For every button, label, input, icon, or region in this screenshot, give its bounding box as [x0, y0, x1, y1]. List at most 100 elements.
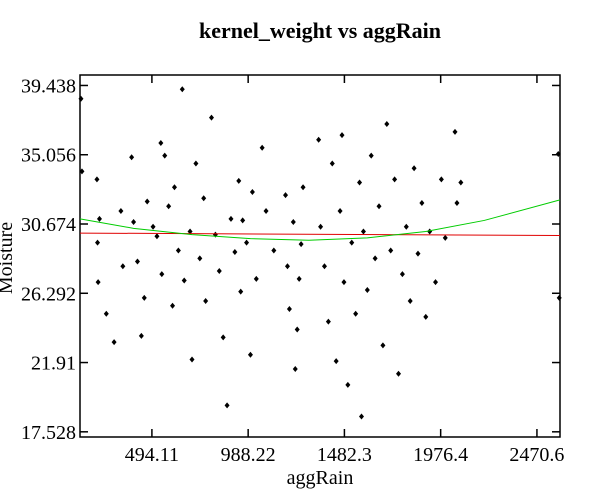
plot-frame — [79, 74, 561, 438]
data-point — [144, 198, 150, 205]
y-tick-label: 21.91 — [31, 353, 76, 375]
data-point — [244, 239, 250, 246]
data-point — [433, 279, 439, 286]
data-point — [329, 160, 335, 167]
data-point — [240, 217, 246, 224]
data-point — [358, 413, 364, 420]
data-point — [357, 179, 363, 186]
chart-title: kernel_weight vs aggRain — [199, 18, 441, 43]
data-point — [238, 288, 244, 295]
x-tick-label: 988.22 — [221, 444, 276, 466]
data-point — [392, 176, 398, 183]
data-point — [337, 207, 343, 214]
data-point — [290, 219, 296, 226]
data-point — [118, 207, 124, 214]
data-point — [189, 356, 195, 363]
x-tick-label: 1976.4 — [413, 444, 468, 466]
y-tick-label: 39.438 — [21, 75, 76, 97]
data-point — [298, 241, 304, 248]
data-point — [318, 223, 324, 230]
data-point — [411, 165, 417, 172]
data-point — [316, 136, 322, 143]
y-tick-label: 26.292 — [21, 283, 76, 305]
data-point — [333, 358, 339, 365]
data-point — [284, 263, 290, 270]
data-point — [292, 366, 298, 373]
data-point — [368, 152, 374, 159]
data-point — [197, 255, 203, 262]
data-point — [294, 326, 300, 333]
data-point — [283, 192, 289, 199]
data-point — [345, 381, 351, 388]
data-point — [158, 139, 164, 146]
data-point — [286, 305, 292, 312]
data-point — [384, 121, 390, 128]
data-point — [96, 215, 102, 222]
data-point — [442, 234, 448, 241]
x-tick-label: 2470.6 — [509, 444, 564, 466]
data-point — [216, 268, 222, 275]
data-point — [259, 144, 265, 151]
data-point — [364, 286, 370, 293]
data-point — [555, 151, 561, 158]
y-tick-label: 17.528 — [21, 422, 76, 444]
data-point — [228, 215, 234, 222]
data-point — [166, 203, 172, 210]
data-point — [263, 207, 269, 214]
data-point — [380, 342, 386, 349]
data-point — [321, 263, 327, 270]
data-point — [220, 334, 226, 341]
data-point — [423, 313, 429, 320]
data-point — [415, 250, 421, 257]
data-point — [407, 298, 413, 305]
data-point — [154, 233, 160, 240]
data-point — [94, 176, 100, 183]
data-point — [150, 223, 156, 230]
x-tick-label: 494.11 — [125, 444, 179, 466]
data-point — [224, 402, 230, 409]
data-point — [193, 160, 199, 167]
y-tick-label: 30.674 — [21, 214, 76, 236]
data-point — [427, 228, 433, 235]
x-tick-label: 1482.3 — [317, 444, 372, 466]
data-point — [339, 132, 345, 139]
data-point — [388, 247, 394, 254]
data-point — [396, 370, 402, 377]
data-point — [376, 203, 382, 210]
data-point — [103, 310, 109, 317]
data-point — [159, 271, 165, 278]
data-point — [201, 195, 207, 202]
data-point — [131, 219, 137, 226]
data-point — [247, 351, 253, 358]
data-point — [253, 275, 259, 282]
data-point — [141, 294, 147, 301]
data-point — [162, 152, 168, 159]
data-point — [187, 228, 193, 235]
data-point — [170, 302, 176, 309]
data-point — [129, 154, 135, 161]
data-point — [341, 279, 347, 286]
data-point — [556, 294, 562, 301]
data-point — [458, 179, 464, 186]
data-point — [325, 318, 331, 325]
data-point — [134, 258, 140, 265]
data-point — [454, 200, 460, 207]
data-point — [271, 247, 277, 254]
data-point — [203, 298, 209, 305]
data-point — [120, 263, 126, 270]
y-axis-label: Moisture — [0, 222, 17, 294]
fit-line — [79, 199, 561, 241]
data-point — [175, 247, 181, 254]
data-point — [111, 339, 117, 346]
data-point — [372, 255, 378, 262]
data-point — [452, 128, 458, 135]
data-point — [438, 176, 444, 183]
data-point — [179, 86, 185, 93]
y-tick-label: 35.056 — [21, 145, 76, 167]
data-point — [171, 184, 177, 191]
data-point — [236, 177, 242, 184]
data-point — [353, 310, 359, 317]
data-point — [95, 279, 101, 286]
x-axis-label: aggRain — [287, 467, 354, 489]
